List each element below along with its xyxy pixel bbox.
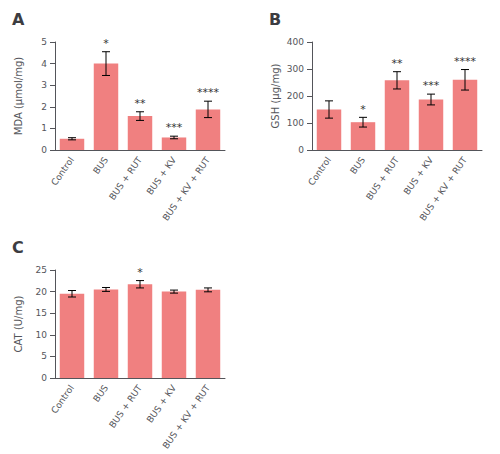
svg-text:B: B — [269, 10, 281, 29]
svg-text:BUS + KV + RUT: BUS + KV + RUT — [161, 155, 213, 223]
svg-text:4: 4 — [41, 59, 47, 69]
svg-text:BUS + KV + RUT: BUS + KV + RUT — [161, 383, 213, 451]
svg-text:BUS + KV: BUS + KV — [402, 154, 436, 196]
svg-text:BUS + KV: BUS + KV — [145, 382, 179, 424]
svg-text:A: A — [12, 10, 25, 29]
svg-text:BUS + KV + RUT: BUS + KV + RUT — [418, 155, 470, 223]
svg-text:****: **** — [197, 86, 220, 99]
svg-text:5: 5 — [41, 37, 47, 47]
svg-text:**: ** — [135, 97, 147, 110]
svg-text:*: * — [137, 266, 143, 279]
svg-text:BUS + KV: BUS + KV — [145, 154, 179, 196]
svg-text:BUS + RUT: BUS + RUT — [364, 155, 401, 202]
svg-text:C: C — [12, 238, 24, 257]
svg-text:3: 3 — [41, 80, 47, 90]
svg-text:CAT (U/mg): CAT (U/mg) — [13, 295, 24, 352]
svg-text:10: 10 — [36, 330, 48, 340]
svg-text:1: 1 — [41, 123, 47, 133]
svg-text:5: 5 — [41, 351, 47, 361]
svg-text:0: 0 — [41, 373, 47, 383]
svg-text:BUS + RUT: BUS + RUT — [107, 155, 144, 202]
svg-text:***: *** — [166, 121, 183, 134]
svg-text:*: * — [360, 103, 366, 116]
svg-text:BUS: BUS — [91, 383, 110, 404]
svg-text:15: 15 — [36, 308, 47, 318]
svg-text:BUS: BUS — [91, 155, 110, 176]
svg-text:Control: Control — [49, 383, 76, 415]
svg-text:Control: Control — [306, 155, 333, 187]
svg-text:BUS + RUT: BUS + RUT — [107, 383, 144, 430]
svg-text:100: 100 — [287, 118, 304, 128]
svg-text:20: 20 — [36, 287, 48, 297]
svg-text:25: 25 — [36, 265, 47, 275]
svg-text:***: *** — [423, 79, 440, 92]
svg-text:0: 0 — [41, 145, 47, 155]
svg-text:*: * — [103, 37, 109, 50]
svg-text:2: 2 — [41, 102, 47, 112]
svg-text:BUS: BUS — [348, 155, 367, 176]
svg-text:400: 400 — [287, 37, 304, 47]
svg-text:0: 0 — [298, 145, 304, 155]
svg-text:300: 300 — [287, 64, 304, 74]
svg-text:**: ** — [392, 57, 404, 70]
svg-text:GSH (μg/mg): GSH (μg/mg) — [270, 64, 281, 129]
svg-text:****: **** — [454, 55, 477, 68]
svg-text:Control: Control — [49, 155, 76, 187]
svg-text:200: 200 — [287, 91, 304, 101]
svg-text:MDA (μmol/mg): MDA (μmol/mg) — [13, 57, 24, 136]
